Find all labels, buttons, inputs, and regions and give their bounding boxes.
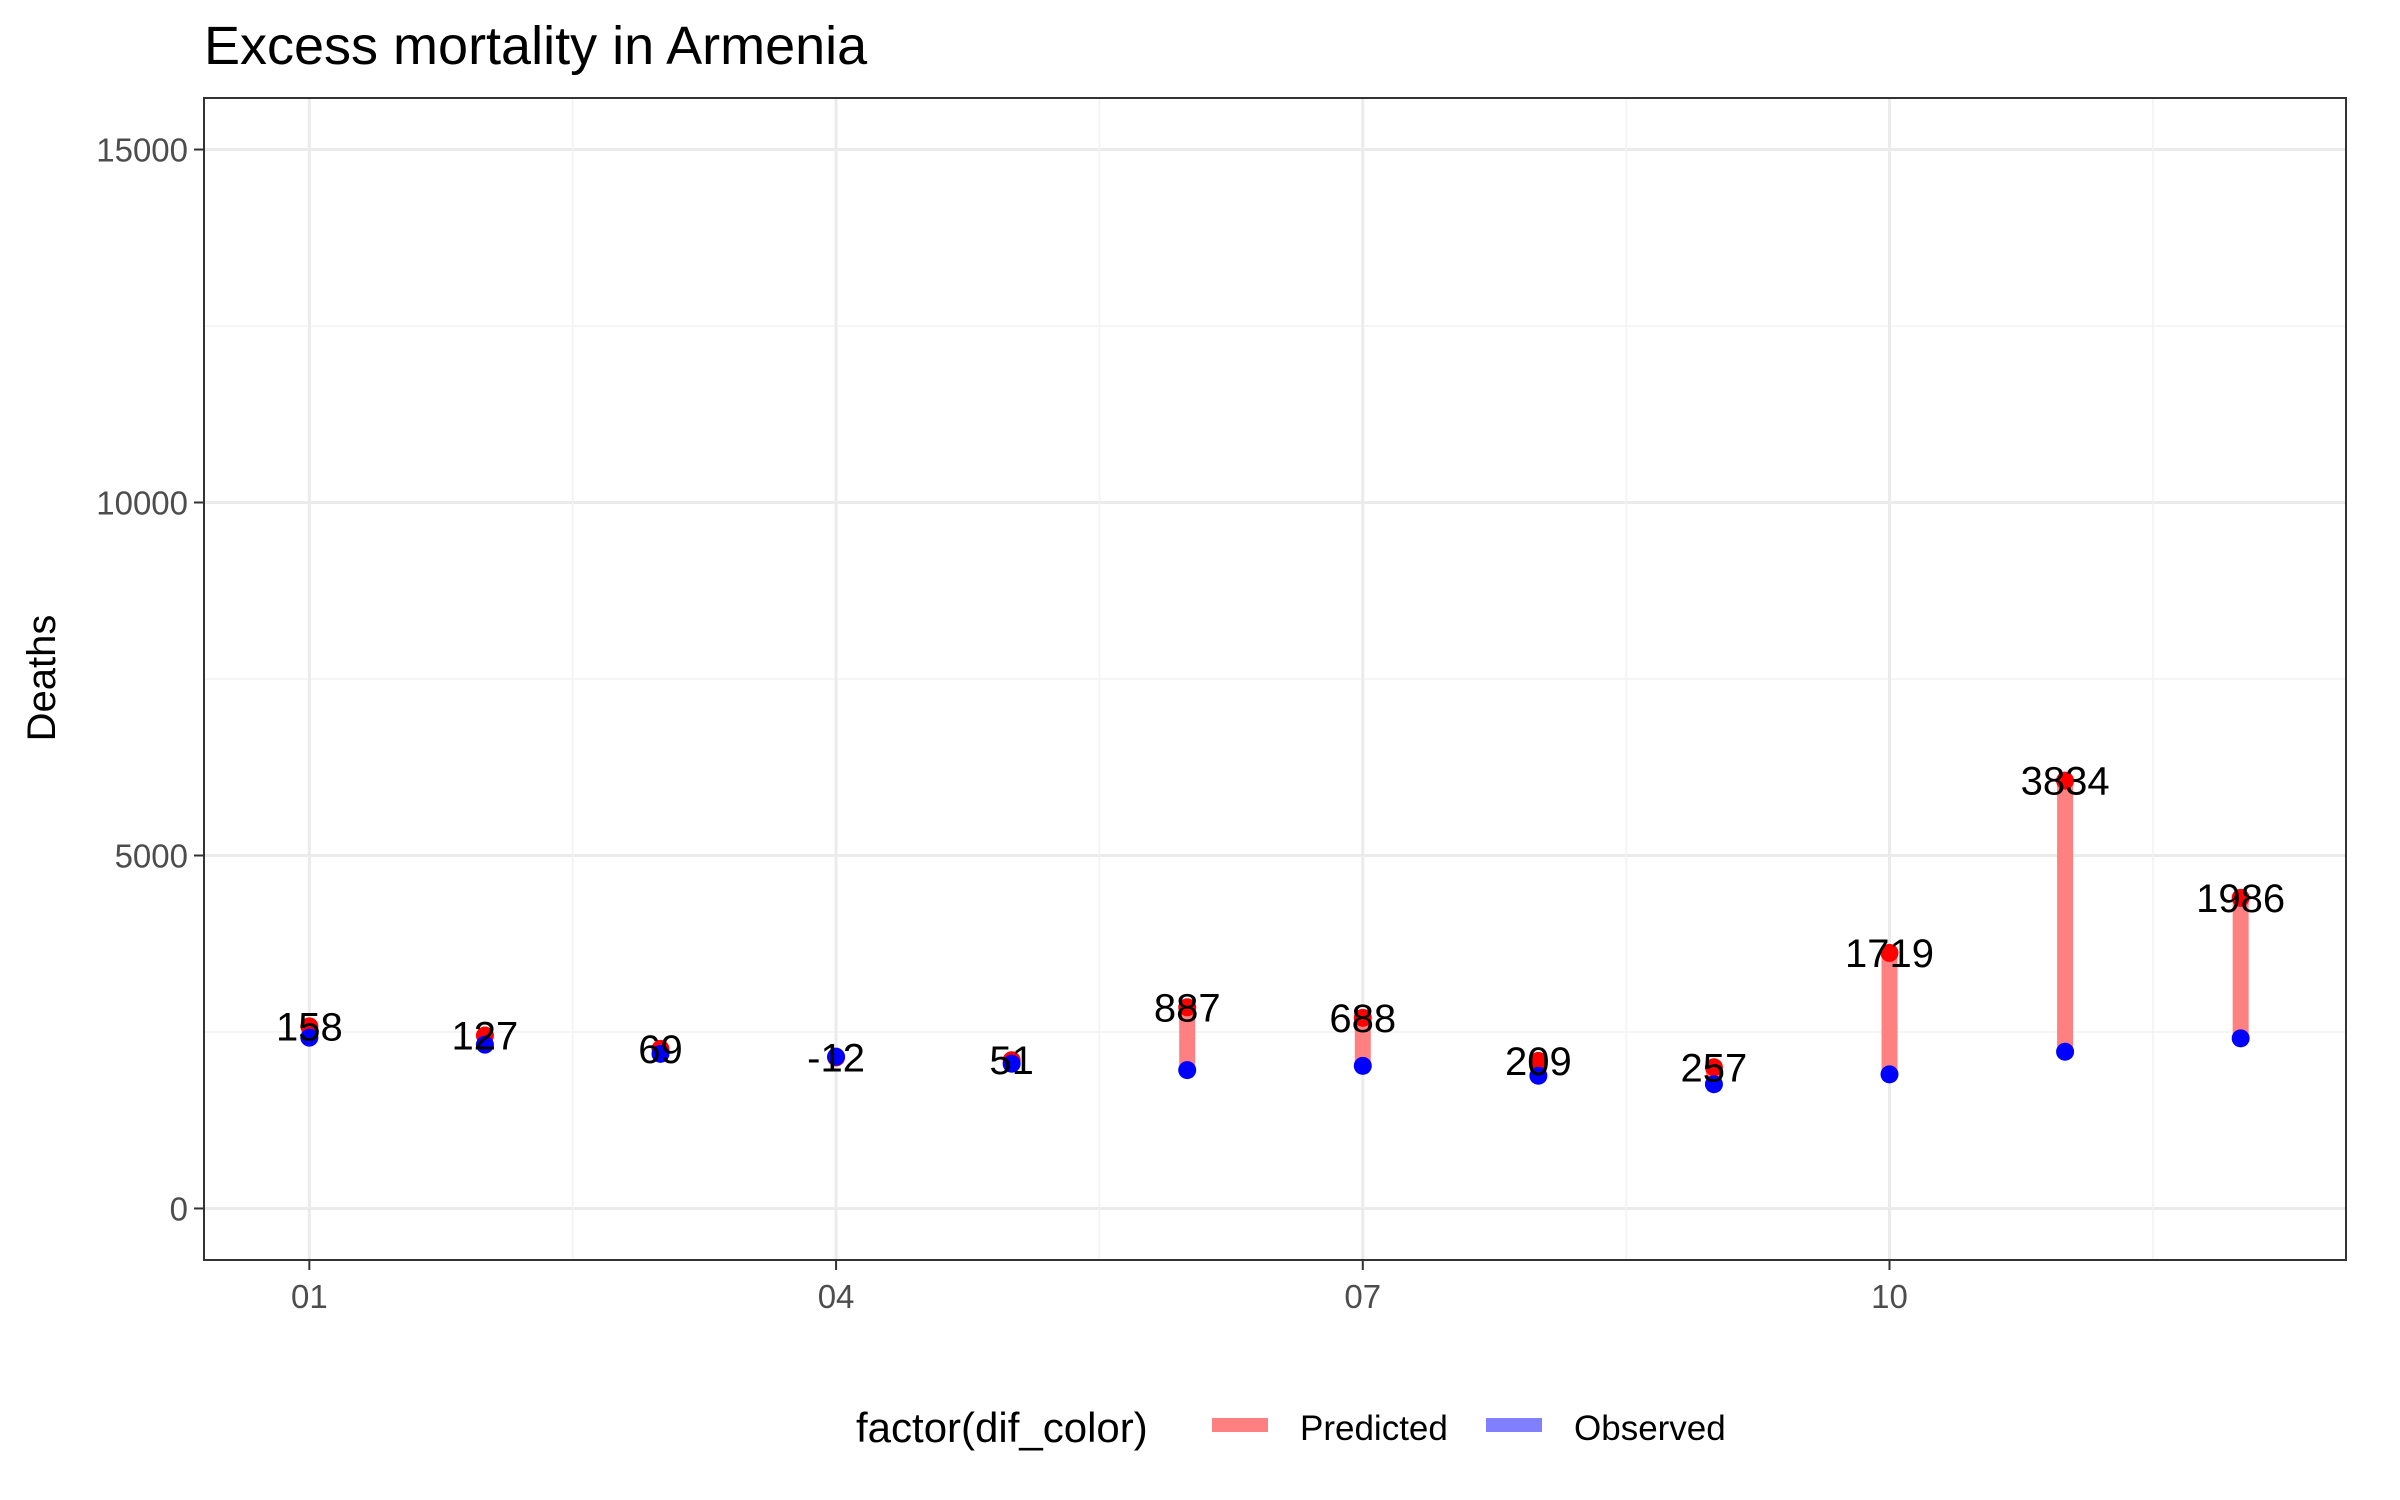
legend: factor(dif_color) Predicted Observed xyxy=(856,1404,1726,1451)
predicted-point xyxy=(2231,888,2250,907)
data-label: 887 xyxy=(1154,986,1221,1030)
observed-point xyxy=(1529,1066,1548,1085)
predicted-point xyxy=(1178,998,1197,1017)
data-label: 69 xyxy=(638,1028,683,1072)
legend-key-predicted xyxy=(1212,1418,1268,1432)
data-label: 1719 xyxy=(1845,932,1934,976)
predicted-point xyxy=(1353,1008,1372,1027)
data-label: 257 xyxy=(1681,1046,1748,1090)
x-axis-ticks: 01 04 07 10 xyxy=(291,1260,1908,1315)
legend-title: factor(dif_color) xyxy=(856,1404,1148,1451)
data-label: 158 xyxy=(276,1005,343,1049)
predicted-point xyxy=(2056,771,2075,790)
observed-point xyxy=(2231,1029,2250,1048)
predicted-point xyxy=(1529,1051,1548,1070)
data-label: 51 xyxy=(989,1039,1034,1083)
legend-label-predicted: Predicted xyxy=(1300,1409,1448,1448)
legend-label-observed: Observed xyxy=(1574,1409,1726,1448)
observed-point xyxy=(300,1028,319,1047)
data-label: 688 xyxy=(1329,997,1396,1041)
observed-point xyxy=(475,1035,494,1054)
observed-point xyxy=(827,1047,846,1066)
y-axis-title: Deaths xyxy=(20,615,64,742)
predicted-point xyxy=(1704,1058,1723,1077)
data-label: 1986 xyxy=(2196,877,2285,921)
observed-point xyxy=(1880,1065,1899,1084)
legend-entries: Predicted Observed xyxy=(1212,1409,1726,1448)
y-tick-label: 0 xyxy=(170,1190,188,1227)
observed-point xyxy=(1704,1075,1723,1094)
y-axis-ticks: 0 5000 10000 15000 xyxy=(96,132,204,1227)
panel-border xyxy=(203,97,2347,1261)
data-points xyxy=(300,771,2250,1094)
y-tick-label: 5000 xyxy=(115,837,188,874)
data-label: 209 xyxy=(1505,1040,1572,1084)
x-tick-label: 01 xyxy=(291,1278,328,1315)
x-tick-label: 07 xyxy=(1344,1278,1381,1315)
observed-point xyxy=(1178,1061,1197,1080)
y-tick-label: 10000 xyxy=(96,485,188,522)
data-labels: 158 127 69 -12 51 887 688 209 257 1719 3834 1986 xyxy=(276,760,2285,1091)
data-label: 127 xyxy=(452,1015,519,1059)
legend-key-observed xyxy=(1486,1418,1542,1432)
x-tick-label: 10 xyxy=(1871,1278,1908,1315)
observed-point xyxy=(651,1044,670,1063)
predicted-point xyxy=(1880,943,1899,962)
chart-title: Excess mortality in Armenia xyxy=(204,16,868,76)
observed-point xyxy=(2056,1042,2075,1061)
x-tick-label: 04 xyxy=(818,1278,855,1315)
observed-point xyxy=(1002,1054,1021,1073)
y-tick-label: 15000 xyxy=(96,132,188,169)
observed-point xyxy=(1353,1056,1372,1075)
data-label: -12 xyxy=(807,1036,865,1080)
data-label: 3834 xyxy=(2021,760,2110,804)
